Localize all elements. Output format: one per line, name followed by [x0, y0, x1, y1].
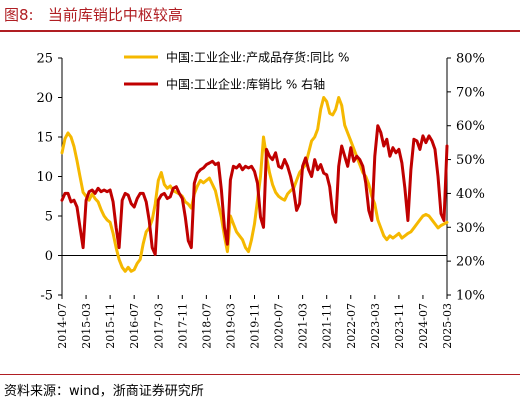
series-line-inventory-sales-ratio	[60, 124, 449, 256]
right-tick-label: 80%	[456, 52, 485, 67]
chart: -5 0 5 10 15 20 25 10% 20% 30% 40% 50% 60% 70% 80% 2014…	[36, 50, 484, 349]
x-tick-label: 2023-11	[393, 303, 406, 349]
series-lines	[60, 96, 449, 273]
source-rule	[0, 374, 520, 375]
x-tick-label: 2015-03	[80, 303, 93, 349]
legend-label: 中国:工业企业:库销比 % 右轴	[166, 77, 325, 92]
title-rule	[0, 30, 520, 32]
right-tick-label: 30%	[456, 221, 485, 236]
right-tick-label: 20%	[456, 255, 485, 270]
x-tick-label: 2015-11	[104, 303, 117, 349]
legend: 中国:工业企业:产成品存货:同比 % 中国:工业企业:库销比 % 右轴	[124, 50, 349, 92]
right-tick-label: 40%	[456, 187, 485, 202]
right-tick-label: 50%	[456, 153, 485, 168]
right-tick-label: 70%	[456, 85, 485, 100]
left-tick-label: 20	[36, 91, 53, 106]
x-tick-label: 2021-03	[297, 303, 310, 349]
x-tick-label: 2017-11	[176, 303, 189, 349]
x-tick-label: 2022-07	[345, 303, 358, 349]
left-tick-label: 10	[36, 170, 53, 185]
right-tick-label: 10%	[456, 289, 485, 304]
axes: -5 0 5 10 15 20 25 10% 20% 30% 40% 50% 60% 70% 80% 2014…	[36, 52, 484, 349]
x-tick-label: 2020-07	[273, 303, 286, 349]
left-tick-label: 15	[36, 131, 53, 146]
x-tick-label: 2023-03	[369, 303, 382, 349]
source-note: 资料来源：wind，浙商证券研究所	[4, 384, 204, 399]
legend-label: 中国:工业企业:产成品存货:同比 %	[166, 50, 349, 65]
x-tick-label: 2019-11	[249, 303, 262, 349]
x-tick-label: 2014-07	[56, 303, 69, 349]
x-tick-label: 2018-07	[200, 303, 213, 349]
x-tick-label: 2017-03	[152, 303, 165, 349]
x-tick-label: 2016-07	[128, 303, 141, 349]
x-tick-label: 2025-03	[441, 303, 454, 349]
figure-title: 图8: 当前库销比中枢较高	[4, 6, 183, 24]
x-tick-label: 2021-11	[321, 303, 334, 349]
left-tick-label: -5	[40, 289, 53, 304]
left-tick-label: 25	[36, 52, 53, 67]
left-tick-label: 0	[45, 249, 53, 264]
right-tick-label: 60%	[456, 119, 485, 134]
x-tick-label: 2019-03	[224, 303, 237, 349]
series-line-inventory-yoy	[60, 96, 449, 273]
left-tick-label: 5	[45, 210, 53, 225]
x-tick-label: 2024-07	[417, 303, 430, 349]
